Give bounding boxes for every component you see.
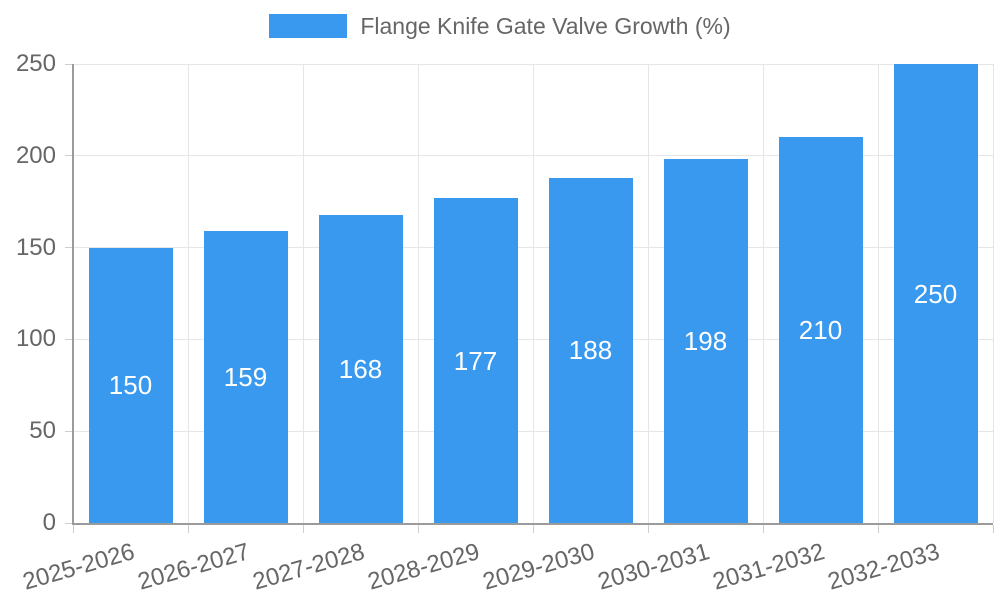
bar-value-label: 250 bbox=[913, 278, 958, 309]
x-tick-mark bbox=[762, 525, 764, 533]
y-tick-mark bbox=[65, 247, 73, 249]
bar[interactable] bbox=[203, 231, 288, 523]
x-tick-mark bbox=[302, 525, 304, 533]
x-tick-label: 2028-2029 bbox=[364, 538, 483, 596]
x-axis-line bbox=[72, 523, 993, 525]
x-tick-mark bbox=[647, 525, 649, 533]
y-tick-label: 100 bbox=[15, 325, 56, 353]
legend: Flange Knife Gate Valve Growth (%) bbox=[0, 13, 1000, 39]
x-tick-mark bbox=[187, 525, 189, 533]
bar[interactable] bbox=[778, 137, 863, 523]
v-gridline bbox=[647, 64, 649, 523]
bar[interactable] bbox=[88, 247, 173, 523]
x-tick-label: 2027-2028 bbox=[249, 538, 368, 596]
bar-value-label: 177 bbox=[453, 345, 498, 376]
v-gridline bbox=[187, 64, 189, 523]
bar[interactable] bbox=[663, 159, 748, 523]
x-tick-label: 2029-2030 bbox=[479, 538, 598, 596]
v-gridline bbox=[532, 64, 534, 523]
x-tick-mark bbox=[417, 525, 419, 533]
bar[interactable] bbox=[893, 64, 978, 523]
y-tick-mark bbox=[65, 155, 73, 157]
y-tick-label: 150 bbox=[15, 233, 56, 261]
bar-value-label: 159 bbox=[223, 362, 268, 393]
x-tick-mark bbox=[877, 525, 879, 533]
x-tick-mark bbox=[992, 525, 994, 533]
v-gridline bbox=[417, 64, 419, 523]
y-tick-label: 0 bbox=[42, 509, 56, 536]
legend-item[interactable]: Flange Knife Gate Valve Growth (%) bbox=[269, 13, 731, 39]
x-tick-label: 2031-2032 bbox=[709, 538, 828, 596]
bar-value-label: 210 bbox=[798, 315, 843, 346]
y-tick-mark bbox=[65, 522, 73, 524]
y-tick-label: 200 bbox=[15, 141, 56, 169]
bar[interactable] bbox=[433, 198, 518, 523]
v-gridline bbox=[877, 64, 879, 523]
bar-value-label: 198 bbox=[683, 326, 728, 357]
x-tick-label: 2025-2026 bbox=[19, 538, 138, 596]
x-tick-mark bbox=[532, 525, 534, 533]
x-tick-label: 2030-2031 bbox=[594, 538, 713, 596]
legend-label: Flange Knife Gate Valve Growth (%) bbox=[360, 13, 731, 39]
bar-value-label: 168 bbox=[338, 353, 383, 384]
v-gridline bbox=[302, 64, 304, 523]
y-tick-mark bbox=[65, 63, 73, 65]
y-axis-line bbox=[72, 64, 74, 524]
bar[interactable] bbox=[318, 214, 403, 523]
y-tick-label: 50 bbox=[29, 417, 56, 445]
x-tick-mark bbox=[72, 525, 74, 533]
y-tick-mark bbox=[65, 338, 73, 340]
y-tick-label: 250 bbox=[15, 50, 56, 77]
bar-value-label: 188 bbox=[568, 335, 613, 366]
v-gridline bbox=[762, 64, 764, 523]
bar[interactable] bbox=[548, 177, 633, 523]
x-tick-label: 2026-2027 bbox=[134, 538, 253, 596]
v-gridline bbox=[992, 64, 994, 523]
bar-value-label: 150 bbox=[108, 370, 153, 401]
y-tick-mark bbox=[65, 430, 73, 432]
x-tick-label: 2032-2033 bbox=[824, 538, 943, 596]
legend-swatch bbox=[269, 14, 348, 38]
